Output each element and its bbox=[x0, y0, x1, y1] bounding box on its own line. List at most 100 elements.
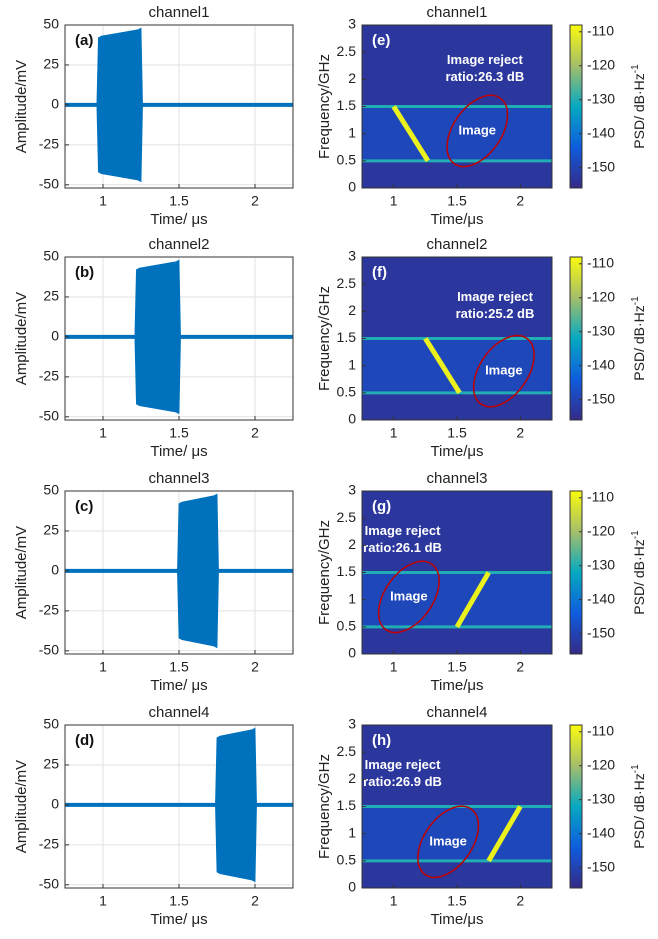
annotation: Image reject bbox=[447, 52, 524, 67]
y-tick-label: -25 bbox=[39, 136, 59, 152]
colorbar-label: PSD/ dB·Hz-1 bbox=[630, 296, 647, 381]
y-tick-label: 3 bbox=[348, 248, 356, 264]
envelope-high bbox=[65, 493, 293, 572]
y-tick-label: 2.5 bbox=[337, 275, 357, 291]
plot-area bbox=[65, 725, 293, 888]
colorbar-tick-label: -120 bbox=[587, 522, 615, 538]
x-tick-label: 1 bbox=[390, 193, 398, 209]
y-tick-label: 1 bbox=[348, 356, 356, 372]
annotation: ratio:25.2 dB bbox=[456, 306, 535, 321]
chart-title: channel3 bbox=[427, 470, 488, 487]
image-ellipse bbox=[446, 94, 509, 168]
panel-label: (h) bbox=[372, 732, 391, 749]
y-tick-label: -25 bbox=[39, 368, 59, 384]
image-ellipse bbox=[377, 560, 440, 634]
chirp bbox=[454, 571, 491, 629]
colorbar-label: PSD/ dB·Hz-1 bbox=[630, 764, 647, 849]
colorbar-tick-label: -150 bbox=[587, 624, 615, 640]
y-tick-label: 1.5 bbox=[337, 329, 357, 345]
colorbar-label-text: PSD/ dB·Hz bbox=[631, 73, 647, 148]
x-tick-label: 1 bbox=[99, 193, 107, 209]
envelope-high bbox=[65, 727, 293, 806]
y-tick-label: 2 bbox=[348, 770, 356, 786]
y-tick-label: -25 bbox=[39, 836, 59, 852]
y-tick-label: 1.5 bbox=[337, 563, 357, 579]
image-label: Image bbox=[458, 122, 496, 137]
colorbar-tick-label: -120 bbox=[587, 288, 615, 304]
panel-label: (a) bbox=[75, 32, 93, 49]
y-tick-label: 0 bbox=[348, 879, 356, 895]
x-tick-label: 1.5 bbox=[169, 425, 189, 441]
x-tick-label: 1 bbox=[99, 893, 107, 909]
y-axis-label: Amplitude/mV bbox=[13, 760, 30, 853]
x-axis-label: Time/μs bbox=[430, 211, 483, 228]
chart-title: channel4 bbox=[427, 704, 488, 721]
plot-area bbox=[362, 725, 552, 888]
envelope-high bbox=[65, 259, 293, 338]
annotation: Image reject bbox=[365, 523, 442, 538]
y-tick-label: 2 bbox=[348, 302, 356, 318]
y-tick-label: 50 bbox=[43, 16, 59, 32]
y-tick-label: 0.5 bbox=[337, 384, 357, 400]
colorbar-tick-label: -120 bbox=[587, 756, 615, 772]
y-tick-label: 25 bbox=[43, 522, 59, 538]
y-tick-label: 0 bbox=[51, 328, 59, 344]
x-tick-label: 2 bbox=[516, 425, 524, 441]
x-axis-label: Time/ μs bbox=[150, 443, 207, 460]
colorbar-label-sup: -1 bbox=[630, 530, 641, 539]
y-tick-label: 50 bbox=[43, 482, 59, 498]
y-tick-label: 0.5 bbox=[337, 618, 357, 634]
x-tick-label: 2 bbox=[516, 193, 524, 209]
colorbar-tick-label: -150 bbox=[587, 858, 615, 874]
chart-title: channel2 bbox=[427, 236, 488, 253]
y-tick-label: 25 bbox=[43, 56, 59, 72]
colorbar-tick-label: -120 bbox=[587, 56, 615, 72]
x-tick-label: 1.5 bbox=[169, 193, 189, 209]
x-tick-label: 2 bbox=[251, 893, 259, 909]
colorbar-tick-label: -130 bbox=[587, 322, 615, 338]
plot-area bbox=[362, 25, 552, 188]
envelope-low bbox=[65, 570, 293, 649]
y-tick-label: 0.5 bbox=[337, 152, 357, 168]
panel-label: (b) bbox=[75, 264, 94, 281]
y-axis-label: Amplitude/mV bbox=[13, 526, 30, 619]
envelope-high bbox=[65, 27, 293, 106]
chart-title: channel4 bbox=[149, 704, 210, 721]
x-tick-label: 1 bbox=[390, 893, 398, 909]
colorbar-tick-label: -150 bbox=[587, 158, 615, 174]
y-tick-label: 2 bbox=[348, 536, 356, 552]
y-tick-label: 3 bbox=[348, 482, 356, 498]
annotation: ratio:26.3 dB bbox=[445, 69, 524, 84]
colorbar-label-sup: -1 bbox=[630, 64, 641, 73]
image-label: Image bbox=[485, 363, 523, 378]
y-tick-label: -25 bbox=[39, 602, 59, 618]
colorbar bbox=[569, 490, 583, 655]
colorbar-tick-label: -130 bbox=[587, 790, 615, 806]
x-axis-label: Time/μs bbox=[430, 677, 483, 694]
image-ellipse bbox=[417, 805, 480, 879]
image-label: Image bbox=[390, 588, 428, 603]
colorbar-tick-label: -140 bbox=[587, 824, 615, 840]
chart-title: channel2 bbox=[149, 236, 210, 253]
colorbar-tick-label: -140 bbox=[587, 124, 615, 140]
y-tick-label: 1 bbox=[348, 824, 356, 840]
y-tick-label: 25 bbox=[43, 756, 59, 772]
chirp bbox=[486, 805, 523, 863]
colorbar-tick-label: -110 bbox=[587, 22, 614, 38]
y-tick-label: 0.5 bbox=[337, 852, 357, 868]
plot-area bbox=[65, 257, 293, 420]
y-tick-label: 0 bbox=[348, 411, 356, 427]
colorbar-tick-label: -140 bbox=[587, 356, 615, 372]
x-tick-label: 1 bbox=[390, 659, 398, 675]
chart-title: channel3 bbox=[149, 470, 210, 487]
y-axis-label: Frequency/GHz bbox=[316, 520, 333, 625]
x-axis-label: Time/ μs bbox=[150, 677, 207, 694]
y-tick-label: 2.5 bbox=[337, 509, 357, 525]
plot-area bbox=[65, 491, 293, 654]
y-tick-label: 1.5 bbox=[337, 797, 357, 813]
colorbar bbox=[569, 256, 583, 421]
x-tick-label: 1 bbox=[390, 425, 398, 441]
panel-label: (c) bbox=[75, 498, 93, 515]
colorbar-tick-label: -110 bbox=[587, 722, 614, 738]
image-ellipse bbox=[472, 334, 535, 408]
